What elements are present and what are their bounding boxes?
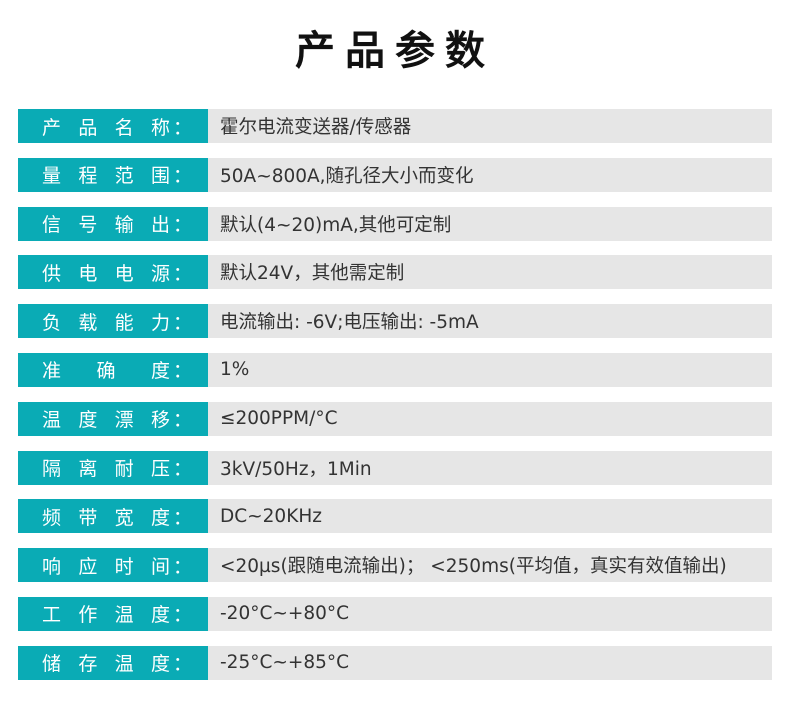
spec-label-text: 温度漂移: [42, 409, 170, 432]
spec-label-text: 频带宽度: [42, 506, 170, 529]
spec-label-colon: ：: [172, 555, 192, 578]
spec-row: 工作温度： -20°C~+80°C: [18, 596, 772, 631]
spec-value: DC~20KHz: [208, 499, 772, 534]
spec-label-colon: ：: [172, 214, 192, 237]
spec-label-text: 工作温度: [42, 604, 170, 627]
spec-row: 频带宽度： DC~20KHz: [18, 499, 772, 534]
spec-value: 50A~800A,随孔径大小而变化: [208, 157, 772, 192]
page-title: 产品参数: [295, 28, 495, 74]
spec-row: 储存温度： -25°C~+85°C: [18, 645, 772, 680]
spec-value: -20°C~+80°C: [208, 596, 772, 631]
spec-label-colon: ：: [172, 506, 192, 529]
spec-label-colon: ：: [172, 262, 192, 285]
spec-label-colon: ：: [172, 653, 192, 676]
spec-label-colon: ：: [172, 409, 192, 432]
spec-row: 信号输出：默认(4~20)mA,其他可定制: [18, 206, 772, 241]
spec-label-text: 信号输出: [42, 214, 170, 237]
spec-label: 频带宽度：: [18, 499, 208, 534]
spec-table: 产品名称：霍尔电流变送器/传感器 量程范围： 50A~800A,随孔径大小而变化 信号…: [18, 109, 772, 695]
spec-label-colon: ：: [172, 165, 192, 188]
spec-label: 响应时间：: [18, 548, 208, 583]
spec-label-text: 供电电源: [42, 262, 170, 285]
spec-label: 负载能力：: [18, 304, 208, 339]
spec-label: 工作温度：: [18, 596, 208, 631]
spec-label-colon: ：: [172, 360, 192, 383]
spec-value: ≤200PPM/°C: [208, 401, 772, 436]
spec-label-text: 产品名称: [42, 116, 170, 139]
spec-label-colon: ：: [172, 604, 192, 627]
spec-row: 负载能力：电流输出: -6V;电压输出: -5mA: [18, 304, 772, 339]
spec-value: 霍尔电流变送器/传感器: [208, 109, 772, 143]
spec-label: 储存温度：: [18, 645, 208, 680]
spec-label-text: 量程范围: [42, 165, 170, 188]
spec-value: <20µs(跟随电流输出)； <250ms(平均值，真实有效值输出): [208, 548, 772, 583]
spec-row: 准确度： 1%: [18, 352, 772, 387]
spec-value: 1%: [208, 352, 772, 387]
spec-label-text: 储存温度: [42, 653, 170, 676]
spec-value: 3kV/50Hz，1Min: [208, 450, 772, 485]
spec-row: 隔离耐压： 3kV/50Hz，1Min: [18, 450, 772, 485]
spec-row: 量程范围： 50A~800A,随孔径大小而变化: [18, 157, 772, 192]
spec-label-text: 准确度: [42, 360, 170, 383]
spec-value: -25°C~+85°C: [208, 645, 772, 680]
spec-label: 信号输出：: [18, 206, 208, 241]
spec-row: 响应时间： <20µs(跟随电流输出)； <250ms(平均值，真实有效值输出): [18, 548, 772, 583]
spec-label-colon: ：: [172, 458, 192, 481]
spec-label-text: 负载能力: [42, 311, 170, 334]
spec-row: 温度漂移： ≤200PPM/°C: [18, 401, 772, 436]
spec-label-text: 隔离耐压: [42, 458, 170, 481]
spec-label: 量程范围：: [18, 157, 208, 192]
spec-label-colon: ：: [172, 116, 192, 139]
spec-label-colon: ：: [172, 311, 192, 334]
spec-label-text: 响应时间: [42, 555, 170, 578]
spec-value: 电流输出: -6V;电压输出: -5mA: [208, 304, 772, 339]
spec-label: 供电电源：: [18, 255, 208, 290]
spec-value: 默认(4~20)mA,其他可定制: [208, 206, 772, 241]
spec-label: 准确度：: [18, 352, 208, 387]
spec-label: 隔离耐压：: [18, 450, 208, 485]
spec-label: 温度漂移：: [18, 401, 208, 436]
spec-row: 产品名称：霍尔电流变送器/传感器: [18, 109, 772, 143]
spec-value: 默认24V，其他需定制: [208, 255, 772, 290]
spec-label: 产品名称：: [18, 109, 208, 143]
spec-row: 供电电源：默认24V，其他需定制: [18, 255, 772, 290]
